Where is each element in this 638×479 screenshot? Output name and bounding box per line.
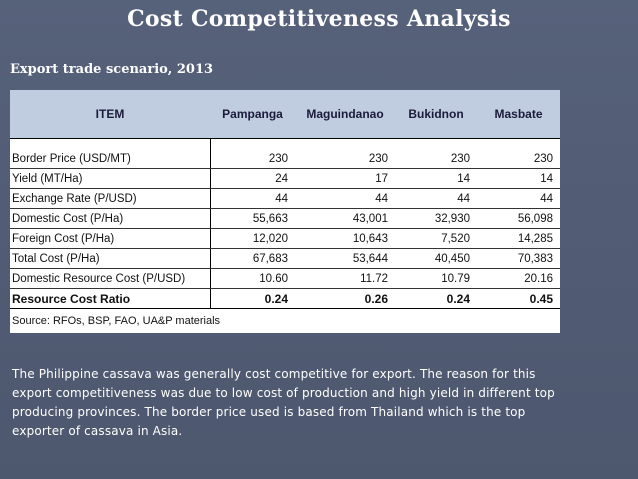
cell-value: 70,383 xyxy=(477,248,560,269)
table-row: Domestic Resource Cost (P/USD) 10.60 11.… xyxy=(10,268,560,289)
cell-value: 7,520 xyxy=(395,228,477,249)
cell-value: 17 xyxy=(295,168,395,189)
cell-value: 44 xyxy=(210,188,295,209)
cell-value: 44 xyxy=(477,188,560,209)
spacer-row xyxy=(10,138,560,149)
cell-value: 20.16 xyxy=(477,268,560,289)
cell-value: 11.72 xyxy=(295,268,395,289)
cell-value: 10.60 xyxy=(210,268,295,289)
row-label: Domestic Resource Cost (P/USD) xyxy=(10,268,211,289)
header-pampanga: Pampanga xyxy=(210,90,295,139)
cost-table: ITEM Pampanga Maguindanao Bukidnon Masba… xyxy=(10,90,560,333)
table-row: Total Cost (P/Ha) 67,683 53,644 40,450 7… xyxy=(10,248,560,269)
cell-value: 12,020 xyxy=(210,228,295,249)
row-label: Exchange Rate (P/USD) xyxy=(10,188,211,209)
cell-value: 230 xyxy=(395,149,477,169)
cell-value: 43,001 xyxy=(295,208,395,229)
cell-value: 0.26 xyxy=(295,288,395,309)
cell-value: 24 xyxy=(210,168,295,189)
cell-value: 32,930 xyxy=(395,208,477,229)
cell-value: 14 xyxy=(477,168,560,189)
source-note: Source: RFOs, BSP, FAO, UA&P materials xyxy=(12,315,221,327)
row-label: Foreign Cost (P/Ha) xyxy=(10,228,211,249)
table-row: Domestic Cost (P/Ha) 55,663 43,001 32,93… xyxy=(10,208,560,229)
cell-value: 44 xyxy=(295,188,395,209)
cell-value: 14 xyxy=(395,168,477,189)
cell-value: 56,098 xyxy=(477,208,560,229)
table-row-resource-cost-ratio: Resource Cost Ratio 0.24 0.26 0.24 0.45 xyxy=(10,288,560,309)
row-label: Total Cost (P/Ha) xyxy=(10,248,211,269)
cell-value: 14,285 xyxy=(477,228,560,249)
cell-value: 67,683 xyxy=(210,248,295,269)
row-label: Domestic Cost (P/Ha) xyxy=(10,208,211,229)
cell-value: 230 xyxy=(477,149,560,169)
cell-value: 0.24 xyxy=(210,288,295,309)
cost-table-container: ITEM Pampanga Maguindanao Bukidnon Masba… xyxy=(10,90,560,333)
source-row: Source: RFOs, BSP, FAO, UA&P materials xyxy=(10,309,560,334)
row-label: Resource Cost Ratio xyxy=(10,288,211,309)
cell-value: 44 xyxy=(395,188,477,209)
table-header-row: ITEM Pampanga Maguindanao Bukidnon Masba… xyxy=(10,90,560,139)
header-bukidnon: Bukidnon xyxy=(395,90,477,139)
explanation-paragraph: The Philippine cassava was generally cos… xyxy=(12,367,555,438)
slide-title: Cost Competitiveness Analysis xyxy=(127,6,511,32)
cell-value: 0.24 xyxy=(395,288,477,309)
cell-value: 10,643 xyxy=(295,228,395,249)
header-masbate: Masbate xyxy=(477,90,560,139)
header-item: ITEM xyxy=(10,90,210,139)
table-row: Foreign Cost (P/Ha) 12,020 10,643 7,520 … xyxy=(10,228,560,249)
cell-value: 40,450 xyxy=(395,248,477,269)
cell-value: 53,644 xyxy=(295,248,395,269)
subtitle: Export trade scenario, 2013 xyxy=(10,62,214,77)
table-row: Exchange Rate (P/USD) 44 44 44 44 xyxy=(10,188,560,209)
table-row: Yield (MT/Ha) 24 17 14 14 xyxy=(10,168,560,189)
cell-value: 230 xyxy=(295,149,395,169)
cell-value: 230 xyxy=(210,149,295,169)
row-label: Border Price (USD/MT) xyxy=(10,149,211,169)
cell-value: 55,663 xyxy=(210,208,295,229)
row-label: Yield (MT/Ha) xyxy=(10,168,211,189)
table-row: Border Price (USD/MT) 230 230 230 230 xyxy=(10,149,560,169)
cell-value: 10.79 xyxy=(395,268,477,289)
header-maguindanao: Maguindanao xyxy=(295,90,395,139)
cell-value: 0.45 xyxy=(477,288,560,309)
